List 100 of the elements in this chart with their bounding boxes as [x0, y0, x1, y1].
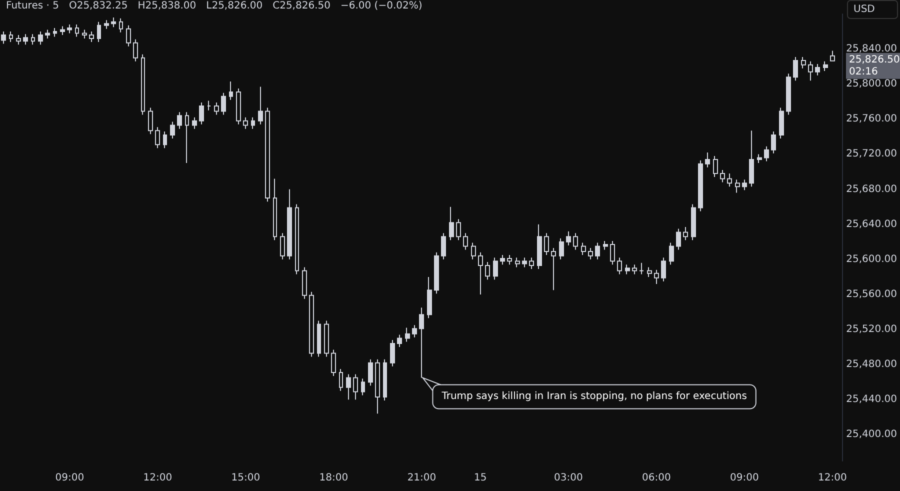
candlestick — [713, 155, 718, 178]
candlestick — [243, 116, 248, 130]
candlestick — [478, 252, 483, 295]
candlestick — [97, 21, 101, 43]
text: −6.00 (−0.02%) — [340, 0, 422, 12]
candlestick — [764, 146, 769, 162]
candlestick — [573, 232, 578, 250]
candlestick — [317, 320, 321, 358]
chart-title: Futures · 5 — [6, 0, 59, 12]
y-tick-label: 25,640.00 — [846, 218, 898, 230]
candlestick — [588, 248, 593, 260]
candlestick — [16, 34, 21, 46]
x-tick-label: 06:00 — [642, 472, 671, 484]
candlestick — [383, 358, 387, 402]
candlestick — [595, 242, 600, 260]
candlestick — [507, 254, 512, 266]
candlestick — [654, 269, 659, 284]
candlestick — [185, 112, 189, 164]
candlestick — [221, 92, 226, 116]
candlestick — [390, 340, 395, 367]
candlestick — [192, 116, 197, 130]
candlestick — [471, 242, 476, 260]
candlestick — [339, 368, 343, 392]
text: H25,838.00 — [138, 0, 196, 12]
candlestick — [676, 228, 681, 250]
candlestick — [625, 264, 630, 275]
candlestick — [427, 276, 432, 319]
candlestick — [639, 262, 644, 275]
y-tick-label: 25,600.00 — [846, 254, 898, 265]
candlestick — [141, 54, 145, 116]
candlestick — [405, 327, 410, 342]
candlestick — [705, 152, 710, 168]
candlestick — [273, 178, 277, 241]
candlestick — [170, 121, 175, 139]
candlestick — [537, 224, 542, 270]
candlestick — [449, 206, 454, 241]
annotation: Trump says killing in Iran is stopping, no plans for executions — [440, 391, 747, 402]
candlestick — [1, 31, 6, 44]
candlestick — [236, 88, 241, 125]
candlestick — [265, 107, 270, 202]
candlestick — [529, 257, 534, 270]
candlestick — [779, 107, 784, 139]
text: 25,826.50 — [849, 54, 900, 66]
candlestick — [786, 73, 791, 116]
text: L25,826.00 — [206, 0, 263, 12]
candlestick — [155, 126, 160, 149]
candlestick — [610, 240, 615, 266]
candlestick — [749, 130, 754, 188]
y-tick-label: 25,560.00 — [846, 288, 898, 300]
candlestick — [207, 100, 211, 111]
candlestick — [89, 31, 94, 43]
candlestick — [23, 34, 28, 46]
candlestick — [126, 24, 131, 47]
candlestick — [346, 374, 351, 400]
candlestick — [397, 334, 402, 348]
candlestick — [31, 34, 35, 46]
x-tick-label: 12:00 — [143, 472, 172, 484]
candlestick — [698, 160, 703, 212]
candlestick — [456, 218, 461, 241]
candlestick — [493, 257, 498, 280]
candlestick — [60, 26, 65, 36]
candlestick — [295, 204, 299, 275]
candlestick — [251, 116, 255, 130]
candlestick — [82, 29, 87, 40]
text: C25,826.50 — [272, 0, 330, 12]
x-tick-label: 18:00 — [319, 472, 348, 484]
candlestick — [104, 20, 109, 30]
candlestick — [603, 240, 608, 250]
y-tick-label: 25,400.00 — [846, 429, 898, 440]
candlestick — [119, 18, 123, 33]
candlestick — [632, 264, 637, 275]
candlestick — [9, 31, 13, 43]
candlestick — [823, 60, 828, 72]
y-tick-label: 25,520.00 — [846, 324, 898, 336]
candlestick — [566, 230, 571, 246]
x-tick-label: 09:00 — [730, 472, 759, 484]
candlestick — [375, 358, 380, 414]
candlestick — [683, 226, 688, 241]
candlestick — [163, 130, 167, 149]
candlestick — [199, 102, 204, 125]
candlestick — [808, 60, 813, 82]
candlestick — [720, 170, 725, 183]
candlestick — [133, 38, 138, 62]
y-tick-label: 25,720.00 — [846, 148, 898, 160]
candlestick — [361, 378, 365, 396]
candlestick — [177, 112, 182, 130]
candlestick — [412, 324, 417, 338]
candlestick — [581, 242, 586, 256]
candlestick — [434, 252, 439, 294]
x-tick-label: 03:00 — [554, 472, 583, 484]
candlestick — [669, 242, 674, 266]
candlestick — [148, 107, 153, 135]
x-tick-label: 15 — [474, 472, 487, 484]
candlestick — [309, 291, 314, 358]
candlestick — [463, 232, 468, 250]
candlestick — [368, 358, 373, 386]
candlestick — [522, 257, 527, 268]
candlestick — [353, 374, 358, 400]
candlestick — [53, 28, 57, 38]
candlestick — [551, 248, 556, 291]
